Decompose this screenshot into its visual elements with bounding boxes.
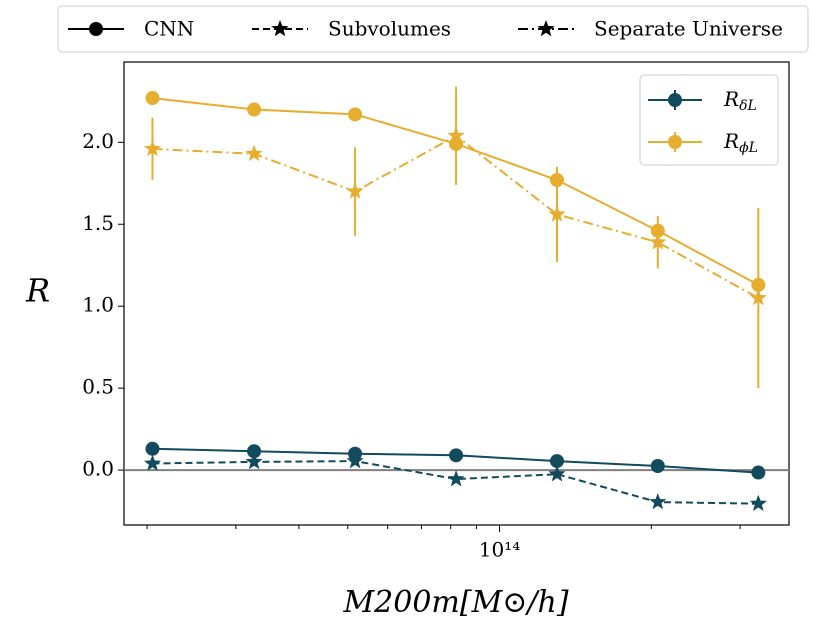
legend-marker <box>668 135 682 149</box>
marker <box>247 102 262 117</box>
marker <box>649 493 667 510</box>
x-axis-label: M200m[M⊙/h] <box>342 585 568 620</box>
marker <box>143 454 161 471</box>
marker <box>751 465 766 480</box>
marker <box>346 452 364 469</box>
marker <box>447 126 465 143</box>
marker <box>447 470 465 487</box>
legend-label: RϕL <box>723 129 758 157</box>
legend-marker <box>668 93 682 107</box>
marker <box>245 452 263 470</box>
legend-label: CNN <box>144 17 194 41</box>
legend-label: RδL <box>723 87 757 115</box>
marker <box>145 441 160 456</box>
marker <box>245 144 263 162</box>
y-axis-label: R <box>25 272 50 310</box>
y-tick-label: 1.0 <box>82 293 114 317</box>
y-tick-label: 0.0 <box>82 457 114 481</box>
y-tick-label: 0.5 <box>82 375 114 399</box>
marker <box>749 289 767 306</box>
marker <box>650 458 665 473</box>
marker <box>247 444 262 459</box>
legend-marker <box>89 22 103 36</box>
marker <box>549 454 564 469</box>
marker <box>143 139 161 157</box>
marker <box>749 494 767 511</box>
y-tick-label: 1.5 <box>82 211 114 235</box>
y-tick-label: 2.0 <box>82 129 114 153</box>
legend-label: Subvolumes <box>328 17 451 41</box>
x-tick-label: 10¹⁴ <box>479 538 520 562</box>
marker <box>145 91 160 106</box>
marker <box>548 205 566 222</box>
marker <box>449 448 464 463</box>
legend-marker <box>271 20 289 37</box>
plot-frame <box>123 61 790 526</box>
legend-label: Separate Universe <box>594 17 783 41</box>
marker <box>346 182 364 199</box>
legend-marker <box>537 20 555 37</box>
marker <box>348 107 363 122</box>
marker <box>548 465 566 482</box>
style-legend-box <box>57 5 809 53</box>
marker <box>649 233 667 250</box>
